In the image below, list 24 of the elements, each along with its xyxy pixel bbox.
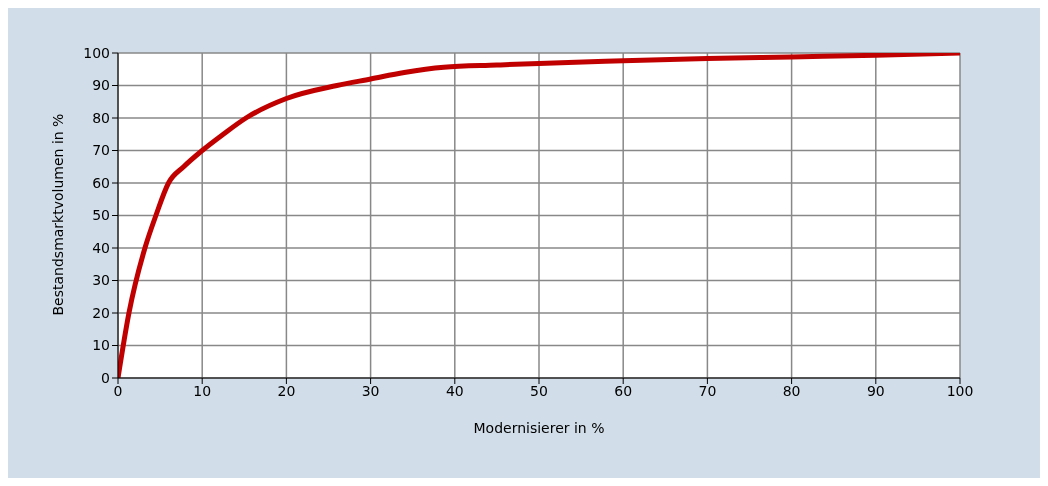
y-tick-label: 80 bbox=[92, 109, 110, 126]
y-tick-label: 50 bbox=[92, 207, 110, 224]
y-tick-label: 0 bbox=[101, 369, 110, 386]
y-tick-label: 20 bbox=[92, 304, 110, 321]
x-tick-label: 40 bbox=[445, 382, 464, 399]
x-tick-label: 80 bbox=[782, 382, 801, 399]
x-tick-label: 30 bbox=[361, 382, 380, 399]
y-tick-label: 30 bbox=[92, 272, 110, 289]
x-tick-label: 10 bbox=[193, 382, 212, 399]
x-axis-title: Modernisierer in % bbox=[473, 420, 605, 436]
x-tick-label: 50 bbox=[530, 382, 548, 399]
y-tick-label: 90 bbox=[92, 77, 110, 94]
x-tick-label: 70 bbox=[698, 382, 717, 399]
y-tick-label: 60 bbox=[92, 174, 110, 191]
y-tick-label: 70 bbox=[92, 142, 110, 159]
y-tick-label: 100 bbox=[83, 44, 110, 61]
y-tick-label: 10 bbox=[92, 337, 110, 354]
x-tick-label: 0 bbox=[113, 382, 123, 399]
x-tick-label: 60 bbox=[614, 382, 633, 399]
x-tick-label: 20 bbox=[277, 382, 296, 399]
x-tick-label: 100 bbox=[946, 382, 974, 399]
y-tick-label: 40 bbox=[92, 239, 110, 256]
y-axis-title: Bestandsmarktvolumen in % bbox=[49, 113, 66, 316]
x-tick-label: 90 bbox=[866, 382, 885, 399]
